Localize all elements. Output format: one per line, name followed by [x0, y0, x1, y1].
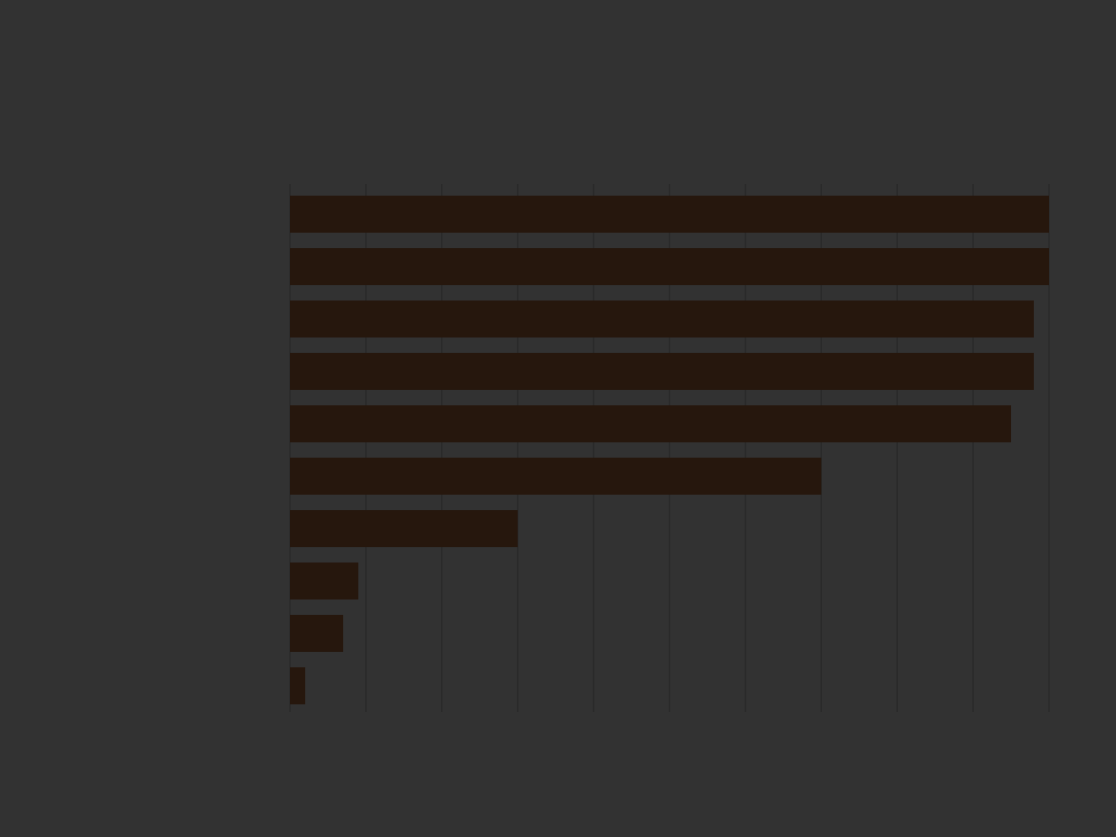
bar [290, 195, 1049, 233]
bar [290, 667, 306, 705]
bar [290, 405, 1012, 443]
bar [290, 510, 518, 548]
bar [290, 300, 1034, 338]
bar [290, 352, 1034, 390]
bar [290, 562, 359, 600]
bar [290, 614, 344, 652]
bar [290, 248, 1049, 286]
bar [290, 457, 822, 495]
